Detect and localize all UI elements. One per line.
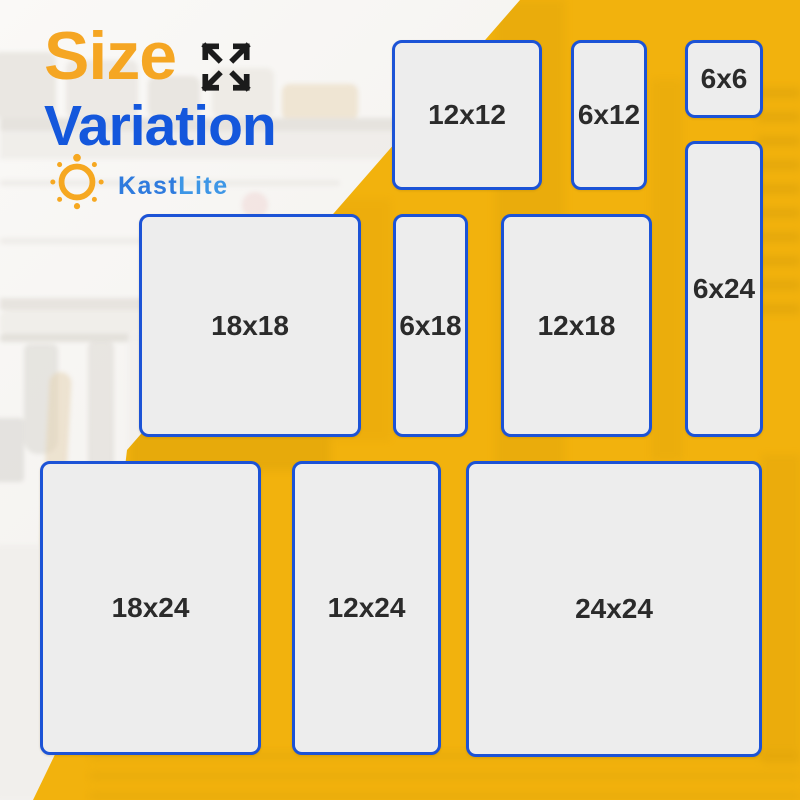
brand-name-kast: Kast	[118, 171, 179, 200]
size-label: 12x18	[537, 309, 616, 341]
photo-cardboard-box	[282, 84, 358, 120]
size-box-24x24: 24x24	[466, 461, 762, 757]
size-label: 6x24	[692, 273, 756, 304]
brand-name-lite: Lite	[178, 171, 229, 200]
size-box-18x24: 18x24	[40, 461, 261, 755]
size-box-12x24: 12x24	[292, 461, 441, 755]
size-box-18x18: 18x18	[139, 214, 361, 437]
size-box-12x18: 12x18	[501, 214, 652, 437]
size-label: 24x24	[575, 593, 653, 624]
photo-shelf-pot	[0, 52, 56, 118]
photo-shelf-pot	[212, 68, 274, 118]
size-box-12x12: 12x12	[392, 40, 542, 190]
size-label: 12x12	[428, 99, 506, 130]
photo-shelf-shadow	[0, 131, 400, 159]
size-box-6x12: 6x12	[571, 40, 647, 190]
brand-logo: KastLite	[48, 152, 229, 210]
size-box-6x24: 6x24	[685, 141, 763, 437]
size-label: 18x18	[211, 309, 289, 341]
title-word-size: Size	[44, 18, 177, 94]
size-label: 18x24	[111, 592, 190, 623]
photo-wall-line	[0, 180, 340, 186]
photo-shelf-pot	[66, 60, 138, 118]
photo-tool-silhouette	[0, 418, 24, 482]
brand-name: KastLite	[118, 172, 229, 201]
size-box-6x18: 6x18	[393, 214, 468, 437]
size-label: 6x6	[700, 63, 748, 94]
photo-shelf-pot	[148, 76, 200, 118]
size-label: 6x12	[577, 99, 641, 130]
page-title: Size Variation	[44, 18, 277, 158]
size-label: 6x18	[399, 309, 462, 341]
expand-arrows-icon	[201, 42, 251, 92]
size-box-6x6: 6x6	[685, 40, 763, 118]
photo-pink-dot	[242, 192, 268, 218]
size-label: 12x24	[327, 592, 406, 623]
sun-icon	[50, 153, 104, 210]
title-word-variation: Variation	[44, 94, 277, 158]
photo-shelf-board	[0, 118, 400, 131]
photo-hanging-tool	[88, 342, 114, 470]
